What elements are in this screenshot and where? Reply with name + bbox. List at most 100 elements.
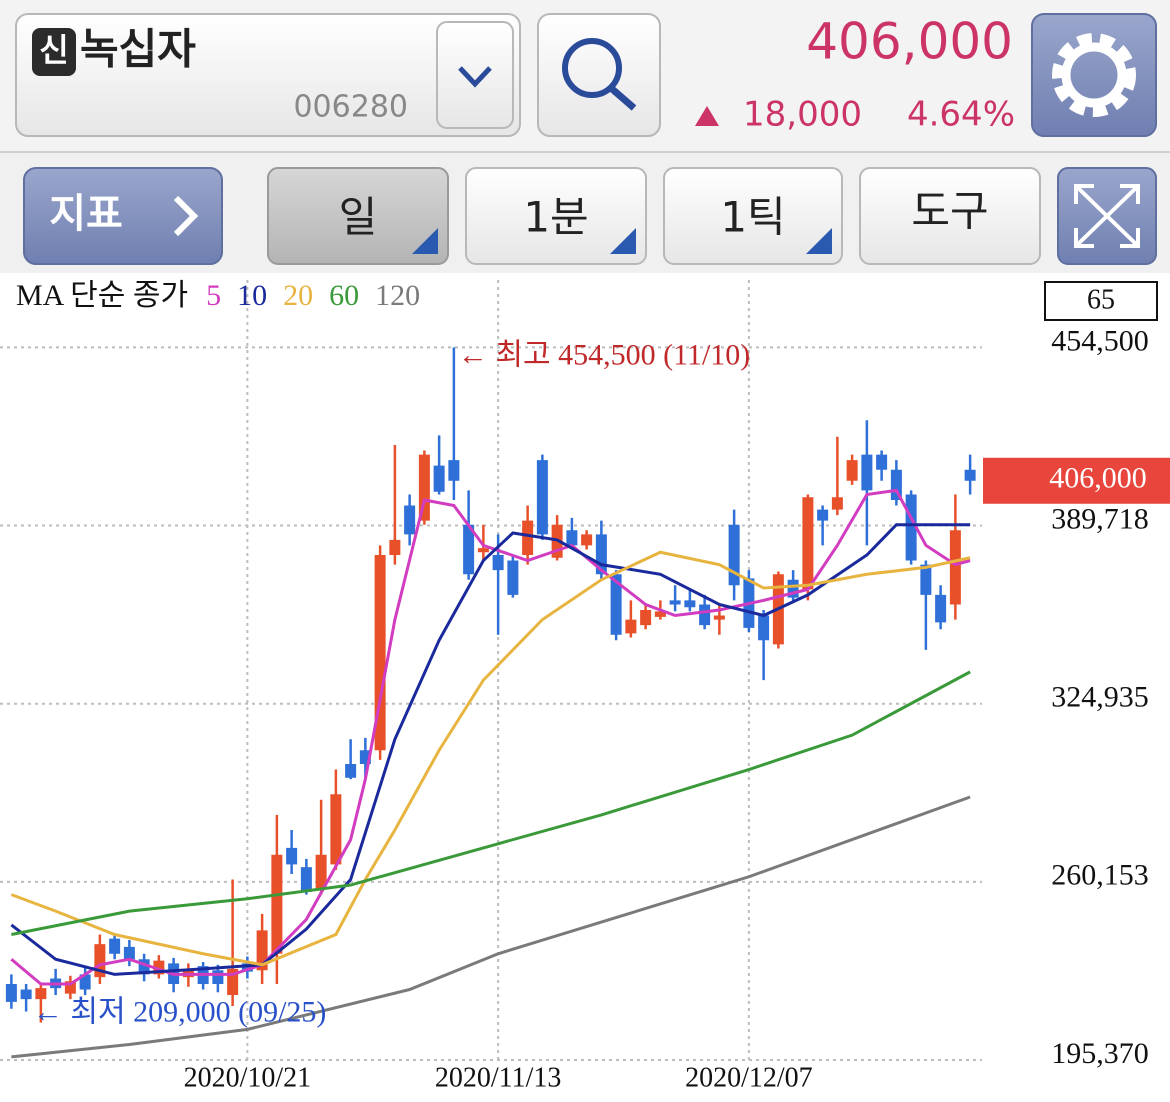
x-tick-label: 2020/10/21 xyxy=(184,1062,312,1093)
y-tick-label: 195,370 xyxy=(1051,1037,1149,1070)
candle-body xyxy=(684,600,696,608)
tick-button[interactable] xyxy=(663,167,843,265)
candle-body xyxy=(625,619,637,634)
candle-body xyxy=(831,497,843,510)
stock-selector[interactable]: 신 녹십자 006280 xyxy=(15,13,521,137)
candle-body xyxy=(507,560,519,595)
chart: 195,370 260,153 324,935 389,718 454,500 2020/… xyxy=(0,279,1170,1093)
candle-body xyxy=(315,854,327,890)
ma-line xyxy=(10,523,971,976)
indicator-label: 지표 xyxy=(49,191,123,237)
candle-body xyxy=(920,564,932,595)
settings-button[interactable] xyxy=(1031,13,1157,137)
indicator-chevron xyxy=(173,195,199,237)
candle-body xyxy=(330,794,342,865)
dropdown-button[interactable] xyxy=(436,21,514,129)
candle-body xyxy=(300,867,312,892)
x-tick-label: 2020/12/07 xyxy=(685,1062,813,1093)
tools-button[interactable] xyxy=(859,167,1041,265)
legend-entry: 10 xyxy=(237,279,267,312)
search-icon-handle xyxy=(608,85,637,111)
legend-entry: 120 xyxy=(375,279,420,312)
minute-corner xyxy=(610,228,636,254)
y-tick-label: 454,500 xyxy=(1051,324,1149,357)
price-change: 18,000 xyxy=(743,95,862,135)
legend-entry: 60 xyxy=(329,279,359,312)
current-price-label: 406,000 xyxy=(1049,462,1147,495)
candle-body xyxy=(64,981,76,994)
candle-body xyxy=(448,460,460,481)
stock-code: 006280 xyxy=(293,90,408,125)
candle-body xyxy=(713,615,725,620)
candle-body xyxy=(935,594,947,623)
candle-body xyxy=(964,469,976,481)
candle-body xyxy=(286,847,298,865)
candle-body xyxy=(212,970,224,985)
gear-ring xyxy=(1061,42,1127,108)
tick-corner xyxy=(806,228,832,254)
candle-body xyxy=(5,984,17,1002)
candle-body xyxy=(418,454,430,521)
day-label: 일 xyxy=(339,193,378,242)
x-tick-label: 2020/11/13 xyxy=(435,1062,562,1093)
up-arrow xyxy=(695,106,719,126)
legend-entry: 5 xyxy=(206,279,221,312)
candle-body xyxy=(566,530,578,546)
candle-body xyxy=(787,579,799,598)
stock-name: 녹십자 xyxy=(80,25,196,74)
chevron-icon xyxy=(458,66,492,88)
change-pct: 4.64% xyxy=(907,95,1015,135)
candle-body xyxy=(640,610,652,626)
gear-teeth xyxy=(1052,33,1136,117)
candle-body xyxy=(536,460,548,535)
y-tick-label: 324,935 xyxy=(1051,681,1149,714)
candle-body xyxy=(433,465,445,492)
candle-body xyxy=(492,555,504,571)
gear-icon xyxy=(1052,33,1136,117)
candle-body xyxy=(477,548,489,553)
chart-bg xyxy=(0,274,1170,1102)
candle-body xyxy=(94,944,106,978)
ma-line xyxy=(11,795,971,1059)
candle-body xyxy=(271,854,283,954)
low-annotation: ← 최저 209,000 (09/25) xyxy=(33,995,327,1028)
y-tick-label: 260,153 xyxy=(1051,859,1149,892)
selector-box[interactable] xyxy=(15,13,521,137)
candle-body xyxy=(758,615,770,641)
candle-body xyxy=(905,494,917,561)
candle-body xyxy=(463,524,475,575)
minute-label: 1분 xyxy=(523,193,588,242)
search-icon xyxy=(562,38,622,98)
candle-body xyxy=(404,505,416,535)
y-tick-label: 389,718 xyxy=(1051,502,1149,535)
tick-label: 1틱 xyxy=(720,193,785,242)
candle-body xyxy=(374,555,386,751)
candle-body xyxy=(595,534,607,575)
candle-body xyxy=(345,764,357,778)
candle-body xyxy=(153,960,165,975)
day-corner xyxy=(412,228,438,254)
count-label: 65 xyxy=(1087,284,1115,315)
candle-body xyxy=(138,959,150,975)
candle-body xyxy=(861,454,873,491)
candle-body xyxy=(389,539,401,556)
candle-body xyxy=(20,989,32,1000)
search-button[interactable] xyxy=(537,13,661,137)
ma-line xyxy=(11,670,971,936)
candle-body xyxy=(123,946,135,960)
candle-body xyxy=(241,963,253,972)
indicator-button[interactable] xyxy=(23,167,223,265)
expand-icon xyxy=(1074,184,1140,248)
day-button[interactable] xyxy=(267,167,449,265)
candle-body xyxy=(610,574,622,635)
candle-body xyxy=(35,988,47,1000)
candle-body xyxy=(846,460,858,481)
badge: 신 xyxy=(39,31,68,69)
minute-button[interactable] xyxy=(465,167,647,265)
candle-body xyxy=(256,930,268,971)
candle-body xyxy=(890,469,902,501)
candle-body xyxy=(581,534,593,546)
candle-body xyxy=(359,750,371,765)
tools-label: 도구 xyxy=(911,187,988,236)
